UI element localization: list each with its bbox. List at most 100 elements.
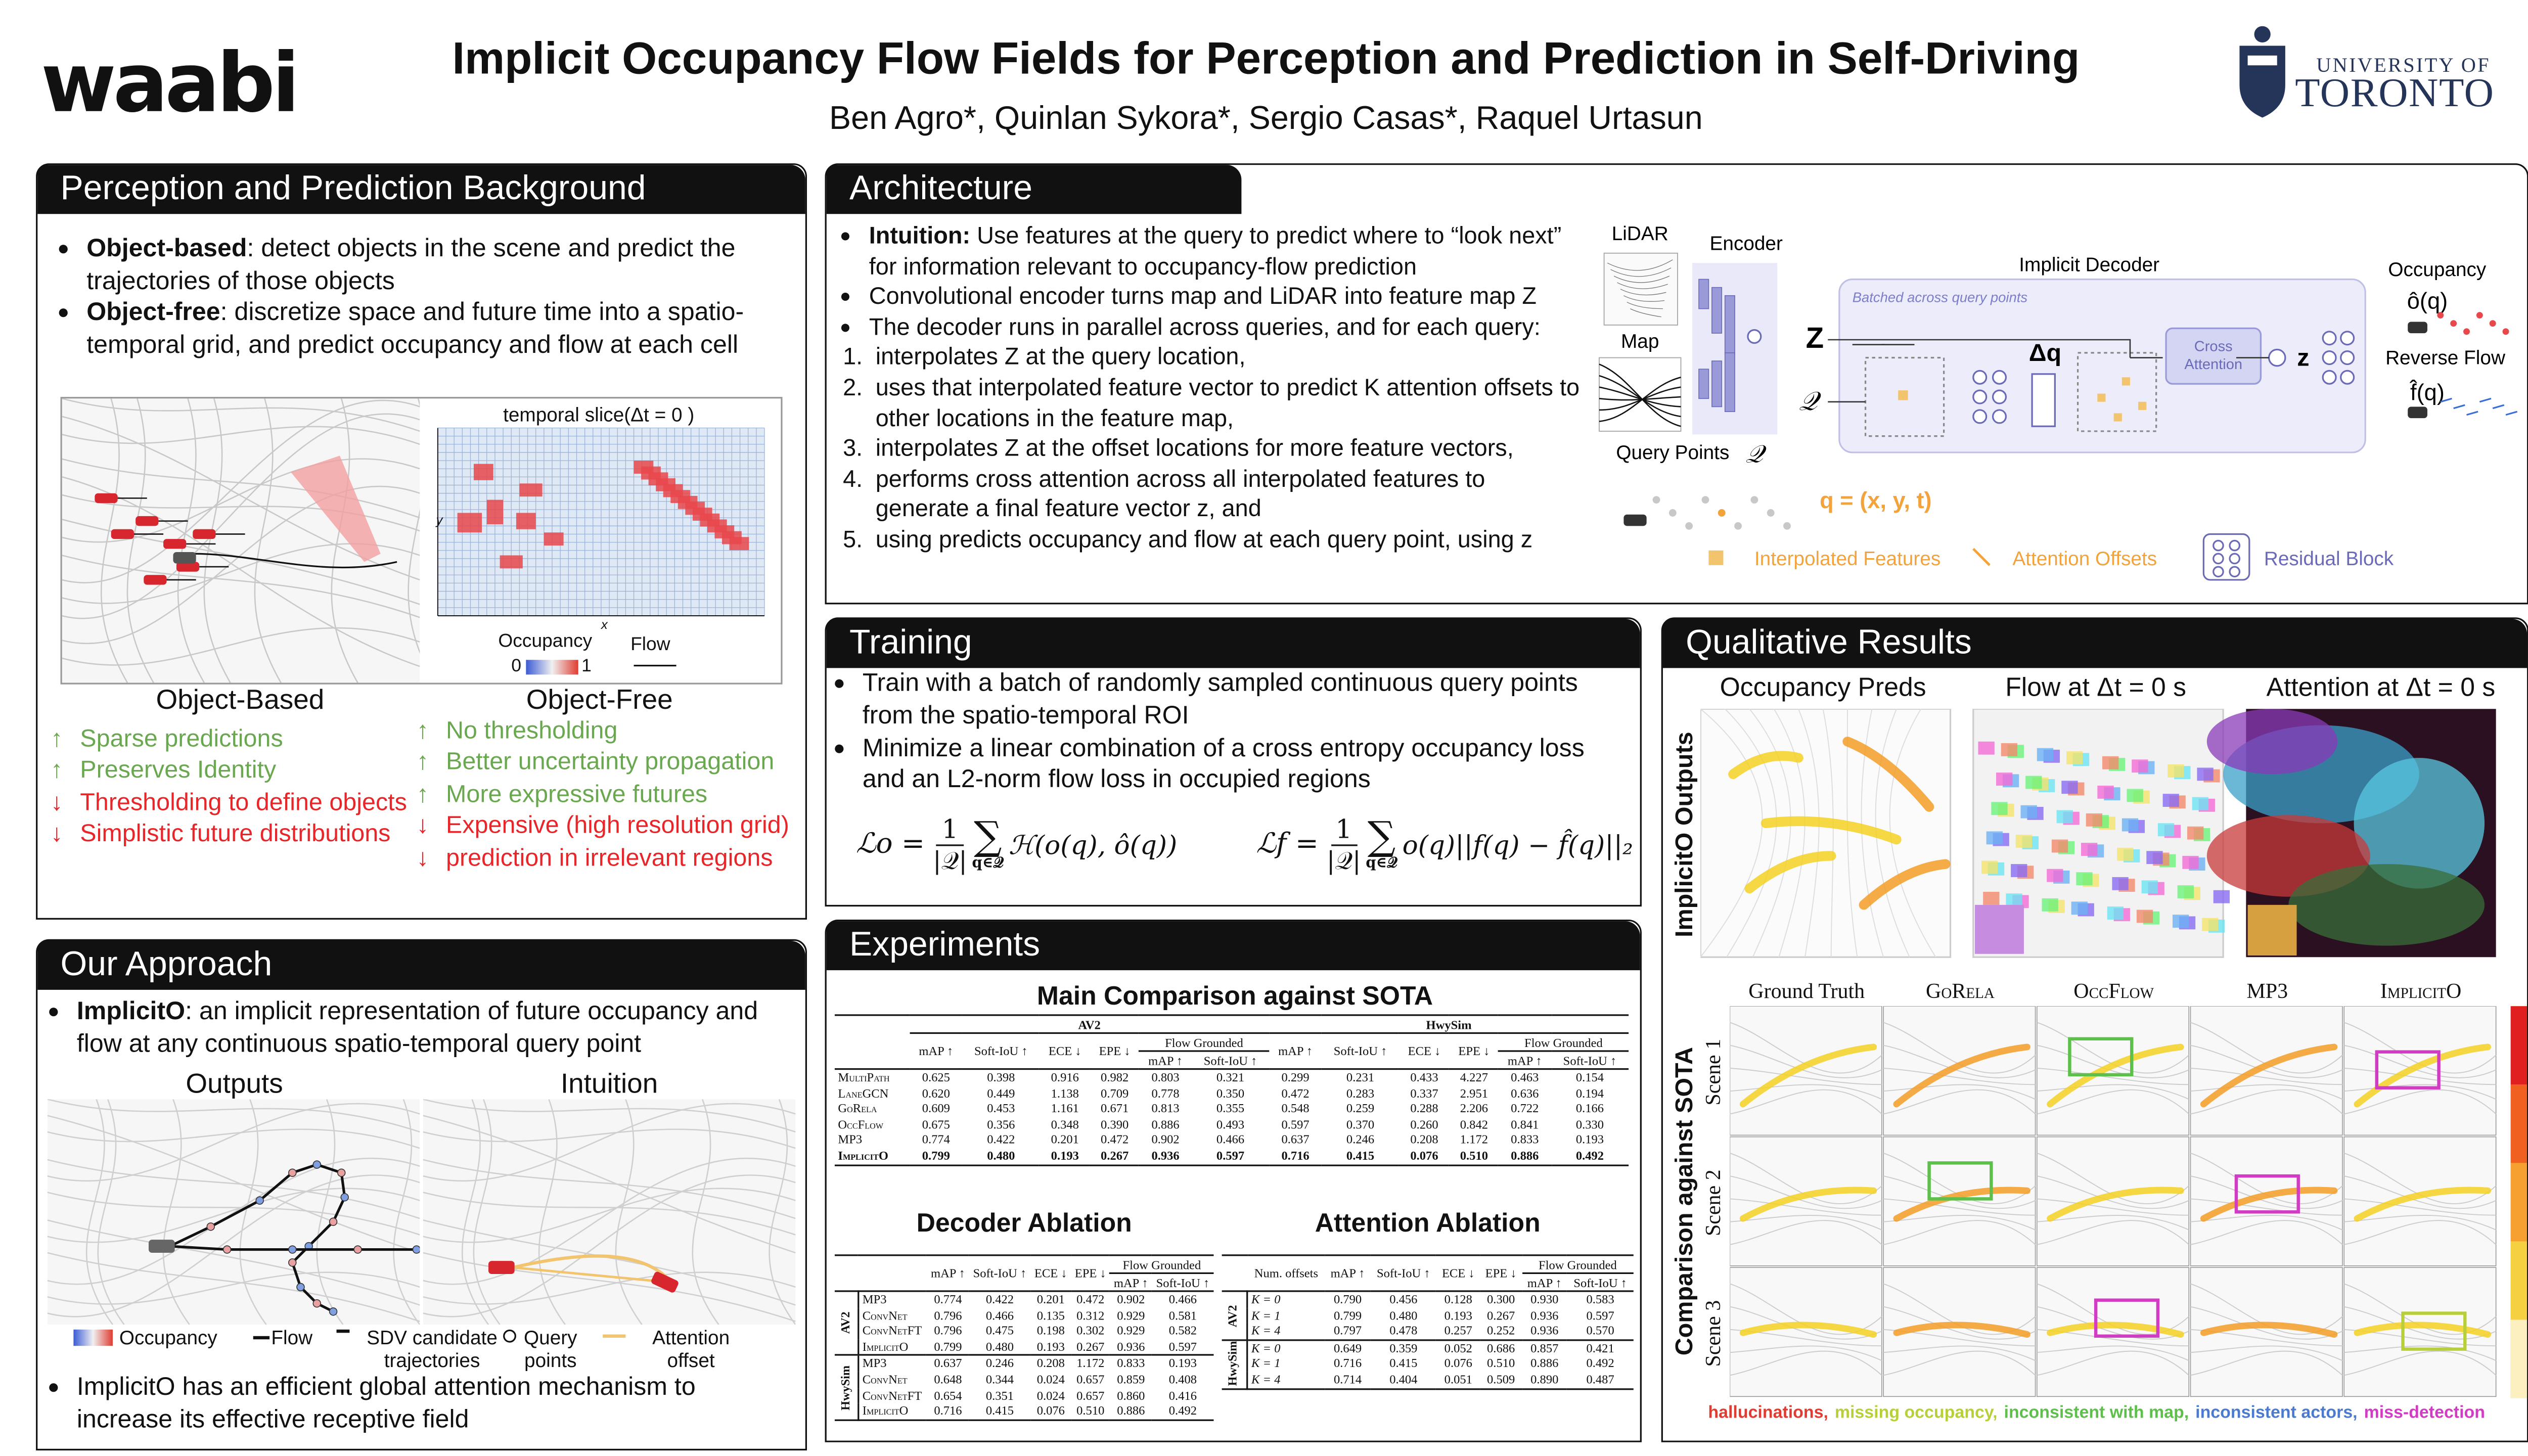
cell: 2.206	[1460, 1101, 1488, 1116]
cell: 0.581	[1168, 1307, 1197, 1323]
occupancy-blob	[1760, 816, 1902, 845]
query-point	[222, 1245, 232, 1254]
cell: 0.790	[1325, 1290, 1371, 1308]
cell: 0.480	[985, 1339, 1014, 1354]
map-line	[2037, 1215, 2189, 1231]
cell: 0.636	[1511, 1085, 1539, 1101]
flow-patch	[1978, 741, 1995, 755]
cell: 0.300	[1480, 1290, 1522, 1308]
diagram-label: Z	[1806, 322, 1824, 354]
pro-con-text: Sparse predictions	[80, 725, 283, 753]
group-header: HwySim	[1269, 1014, 1629, 1034]
mlp-node	[1972, 409, 1988, 424]
colorbar-band	[2510, 1084, 2527, 1163]
pro-con-sign: ↑	[51, 757, 63, 785]
actor	[95, 493, 118, 504]
qualitative-panel: Qualitative Results ImplicitO Outputs Oc…	[1661, 617, 2528, 1442]
column-header: mAP ↑	[1113, 1275, 1148, 1290]
road-line	[47, 1271, 420, 1305]
road-line	[62, 555, 420, 618]
eq-sigma: ∑	[974, 813, 1002, 859]
flow-patch	[1983, 892, 2000, 905]
map-line	[2190, 1345, 2343, 1361]
flow-patch	[2061, 781, 2078, 794]
group-cell: AV2	[1222, 1290, 1248, 1340]
experiments-panel: Experiments Main Comparison against SOTA…	[825, 919, 1642, 1442]
bullet-text: : an implicit representation of future o…	[76, 998, 758, 1058]
pro-con-sign: ↑	[51, 725, 63, 753]
map-line	[1883, 1067, 2036, 1085]
column-header: Flow Grounded	[1139, 1033, 1269, 1052]
map-line	[1730, 1044, 1882, 1078]
scene-labels: Scene 1 Scene 2 Scene 3	[1699, 1006, 1728, 1398]
method-header: Ground Truth	[1748, 978, 1865, 1003]
table-row: AV2 MP3 0.774 0.422 0.201 0.472 0.902 0.466	[834, 1290, 1214, 1356]
bullet: Train with a batch of randomly sampled c…	[830, 668, 1630, 733]
map-line	[2190, 1350, 2343, 1376]
road-line	[62, 627, 420, 666]
cell: 0.478	[1389, 1323, 1418, 1338]
cell: 0.128	[1436, 1290, 1480, 1308]
cell: 0.620	[922, 1085, 950, 1101]
legend-label: Query points	[523, 1326, 577, 1372]
map-line	[2037, 1044, 2189, 1078]
road-line	[47, 1099, 420, 1133]
column-header: ECE ↓	[1048, 1043, 1081, 1059]
cell: 0.466	[1152, 1290, 1214, 1308]
road-line	[47, 1103, 420, 1182]
map-line	[1700, 709, 1763, 958]
cell: 0.337	[1410, 1085, 1438, 1101]
legend-swatch	[603, 1334, 626, 1338]
bullet-list: ImplicitO: an implicit representation of…	[44, 996, 795, 1061]
cell: 0.480	[962, 1148, 1040, 1166]
header-cell: Num. offsets	[1247, 1254, 1325, 1291]
poster-title: Implicit Occupancy Flow Fields for Perce…	[452, 32, 2080, 83]
query-star	[1783, 522, 1791, 530]
cell: 0.398	[962, 1068, 1040, 1086]
colorbar-band	[2510, 1241, 2527, 1320]
occupancy-trace	[1739, 1187, 1877, 1222]
cell: 0.799	[934, 1339, 962, 1354]
cell: 0.421	[1567, 1339, 1634, 1356]
cell: 0.433	[1398, 1068, 1450, 1086]
bullet: Object-free: discretize space and future…	[54, 298, 792, 362]
cell: 0.675	[922, 1117, 950, 1132]
cell: 0.288	[1410, 1101, 1438, 1116]
encoder-block	[1698, 279, 1709, 309]
flow-patch	[2121, 818, 2139, 832]
eq-body: o(q)||f(q) − f̂(q)||₂	[1402, 829, 1633, 860]
pro-con-item: ↓ Expensive (high resolution grid)	[413, 810, 798, 842]
output-title: Occupancy Preds	[1720, 674, 1926, 703]
legend-offset	[1972, 548, 1991, 566]
legend-label: Occupancy	[119, 1326, 217, 1349]
axis-x: x	[601, 617, 608, 632]
lidar-point-ring	[1623, 295, 1665, 302]
table-row: K = 4 0.797 0.478 0.257 0.252 0.936 0.570	[1222, 1324, 1634, 1340]
cell: 0.860	[1117, 1387, 1145, 1402]
lidar-image	[1603, 252, 1679, 326]
flow-patch	[2187, 826, 2204, 840]
map-line	[2037, 1175, 2189, 1209]
equation: ℒo = 1 |𝒬| ∑ q∈𝒬 ℋ(o(q), ô(q))	[856, 799, 1177, 890]
row-name: OccFlow	[838, 1117, 884, 1132]
query-star	[1750, 496, 1758, 504]
flow-patch	[2081, 843, 2098, 856]
column-header: Soft-IoU ↑	[1370, 1254, 1437, 1291]
column-title: Object-Free	[526, 684, 673, 716]
row-name: ConvNet	[862, 1372, 908, 1387]
legend-residual	[2213, 539, 2224, 552]
cell: 0.415	[969, 1403, 1031, 1421]
colorbar-band	[2510, 1320, 2527, 1398]
legend-residual	[2229, 566, 2241, 578]
diagram-label: Query Points	[1616, 442, 1729, 464]
attention-region	[2288, 864, 2485, 946]
flow-patch	[1996, 772, 2013, 786]
cell: 1.172	[1071, 1354, 1110, 1372]
cell: 0.714	[1325, 1372, 1371, 1390]
cell: 0.283	[1346, 1085, 1375, 1101]
cell: 0.466	[985, 1307, 1014, 1323]
diagram-label: q = (x, y, t)	[1820, 487, 1932, 513]
flow-patch	[2107, 906, 2124, 920]
cell: 0.330	[1575, 1117, 1604, 1132]
diagram-label: Batched across query points	[1853, 290, 2028, 305]
